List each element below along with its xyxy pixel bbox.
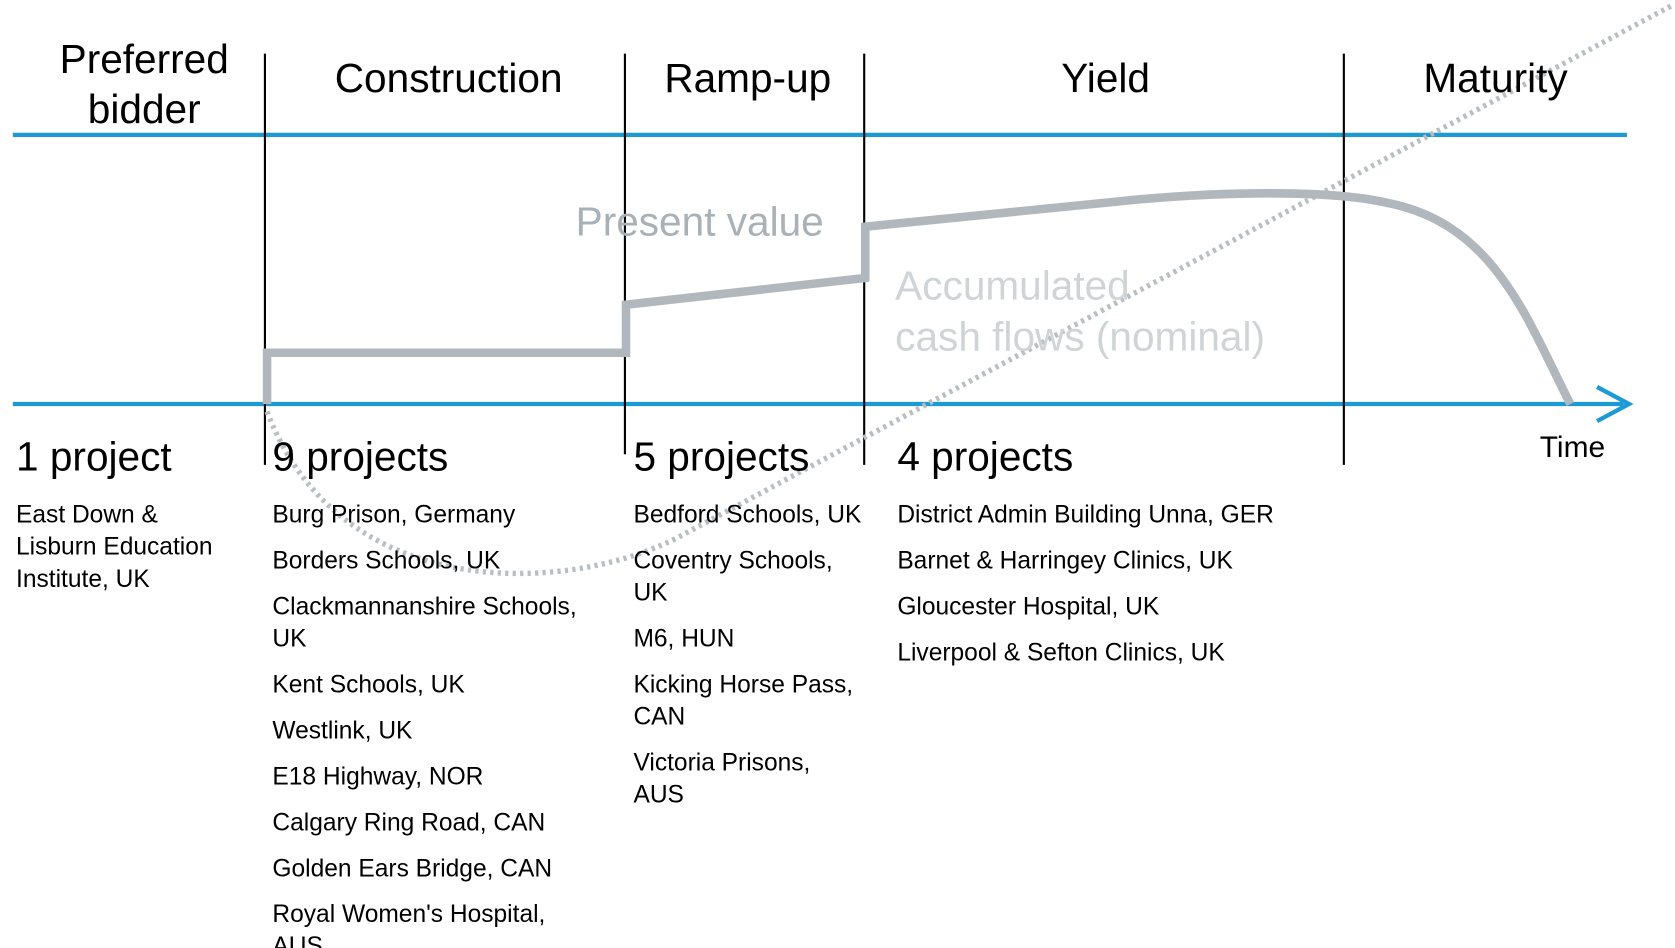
project-item: Borders Schools, UK (272, 548, 500, 575)
project-item: Golden Ears Bridge, CAN (272, 855, 552, 882)
accumulated-cash-curve (264, 3, 1674, 577)
stage-label: bidder (88, 86, 201, 132)
project-item: Liverpool & Sefton Clinics, UK (897, 639, 1225, 666)
project-item: Clackmannanshire Schools, (272, 594, 576, 621)
axis-label: Time (1540, 431, 1605, 464)
project-item: Royal Women's Hospital, (272, 901, 545, 928)
project-item: District Admin Building Unna, GER (897, 502, 1274, 529)
project-item: E18 Highway, NOR (272, 763, 483, 790)
project-item: Calgary Ring Road, CAN (272, 809, 545, 836)
stage-label: Construction (335, 55, 563, 101)
project-item: Bedford Schools, UK (633, 502, 861, 529)
accumulated-label: cash flows (nominal) (895, 314, 1265, 360)
project-item: UK (272, 626, 307, 653)
project-item: Lisburn Education (16, 534, 213, 561)
project-item: UK (633, 580, 668, 607)
stage-label: Ramp-up (664, 55, 831, 101)
project-count: 5 projects (633, 433, 809, 479)
project-item: East Down & (16, 502, 158, 529)
project-item: CAN (633, 704, 685, 731)
project-count: 9 projects (272, 433, 448, 479)
project-item: Coventry Schools, (633, 548, 832, 575)
project-item: Kicking Horse Pass, (633, 672, 853, 699)
project-item: AUS (272, 933, 322, 948)
project-item: Kent Schools, UK (272, 672, 465, 699)
project-item: AUS (633, 782, 683, 809)
project-count: 1 project (16, 433, 172, 479)
project-item: Burg Prison, Germany (272, 502, 516, 529)
stage-label: Preferred (60, 36, 229, 82)
stage-label: Maturity (1423, 55, 1568, 101)
axis-arrow (1596, 385, 1634, 424)
project-item: Gloucester Hospital, UK (897, 594, 1160, 621)
present-value-curve (262, 189, 1575, 406)
stage-label: Yield (1061, 55, 1150, 101)
present-value-label: Present value (576, 198, 824, 244)
project-item: Institute, UK (16, 566, 150, 593)
project-item: Victoria Prisons, (633, 750, 810, 777)
accumulated-label: Accumulated (895, 262, 1130, 308)
project-item: Barnet & Harringey Clinics, UK (897, 548, 1233, 575)
project-item: M6, HUN (633, 626, 734, 653)
project-count: 4 projects (897, 433, 1073, 479)
project-item: Westlink, UK (272, 717, 413, 744)
